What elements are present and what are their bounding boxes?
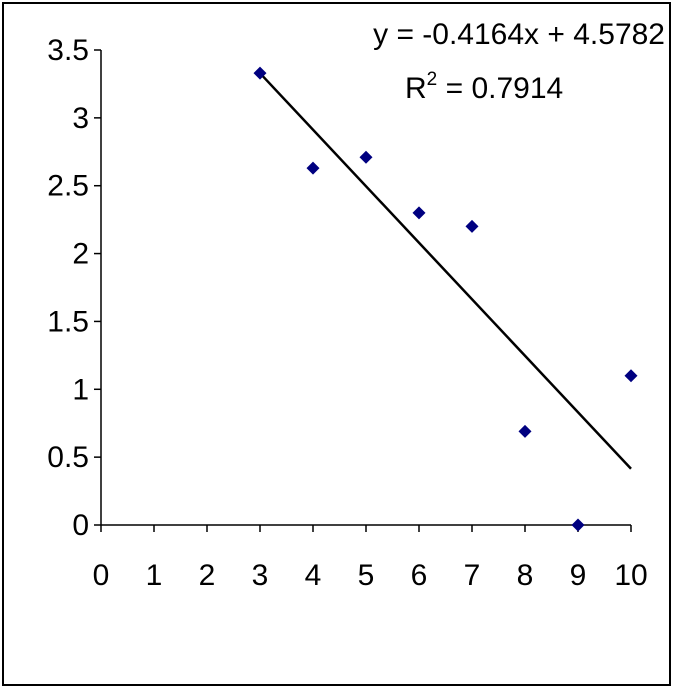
r-squared-value: = 0.7914 <box>437 72 563 105</box>
x-tick-label: 10 <box>614 559 647 592</box>
data-point <box>253 66 267 80</box>
x-tick-label: 1 <box>146 559 163 592</box>
x-tick-label: 2 <box>199 559 216 592</box>
x-tick-label: 7 <box>464 559 481 592</box>
x-tick-label: 5 <box>358 559 375 592</box>
trendline-group <box>259 72 632 470</box>
trendline-annotation: y = -0.4164x + 4.5782 R2 = 0.7914 <box>373 18 665 105</box>
data-point <box>306 161 320 175</box>
data-point <box>412 206 426 220</box>
r-squared-prefix: R <box>405 72 427 105</box>
x-tick-label: 9 <box>570 559 587 592</box>
r-squared-exponent: 2 <box>427 69 438 90</box>
y-tick-label: 3.5 <box>47 34 89 67</box>
y-tick-label: 1 <box>72 373 89 406</box>
y-tick-label: 2.5 <box>47 170 89 203</box>
data-point <box>359 150 373 164</box>
trendline-equation: y = -0.4164x + 4.5782 <box>373 18 665 51</box>
y-tick-label: 2 <box>72 238 89 271</box>
x-axis: 0 1 2 3 4 5 6 7 8 9 10 <box>93 524 648 592</box>
x-tick-label: 0 <box>93 559 110 592</box>
r-squared-label: R2 = 0.7914 <box>405 69 563 105</box>
data-point <box>624 369 638 383</box>
data-points <box>253 66 638 532</box>
x-tick-label: 6 <box>411 559 428 592</box>
data-point <box>465 219 479 233</box>
y-tick-label: 3 <box>72 102 89 135</box>
y-axis: 0 0.5 1 1.5 2 2.5 3 3.5 <box>47 34 102 542</box>
x-tick-label: 3 <box>252 559 269 592</box>
y-tick-label: 0.5 <box>47 441 89 474</box>
trendline <box>259 72 632 470</box>
y-tick-label: 1.5 <box>47 305 89 338</box>
data-point <box>518 424 532 438</box>
x-tick-label: 8 <box>517 559 534 592</box>
y-tick-label: 0 <box>72 509 89 542</box>
x-tick-label: 4 <box>305 559 322 592</box>
data-point <box>571 518 585 532</box>
